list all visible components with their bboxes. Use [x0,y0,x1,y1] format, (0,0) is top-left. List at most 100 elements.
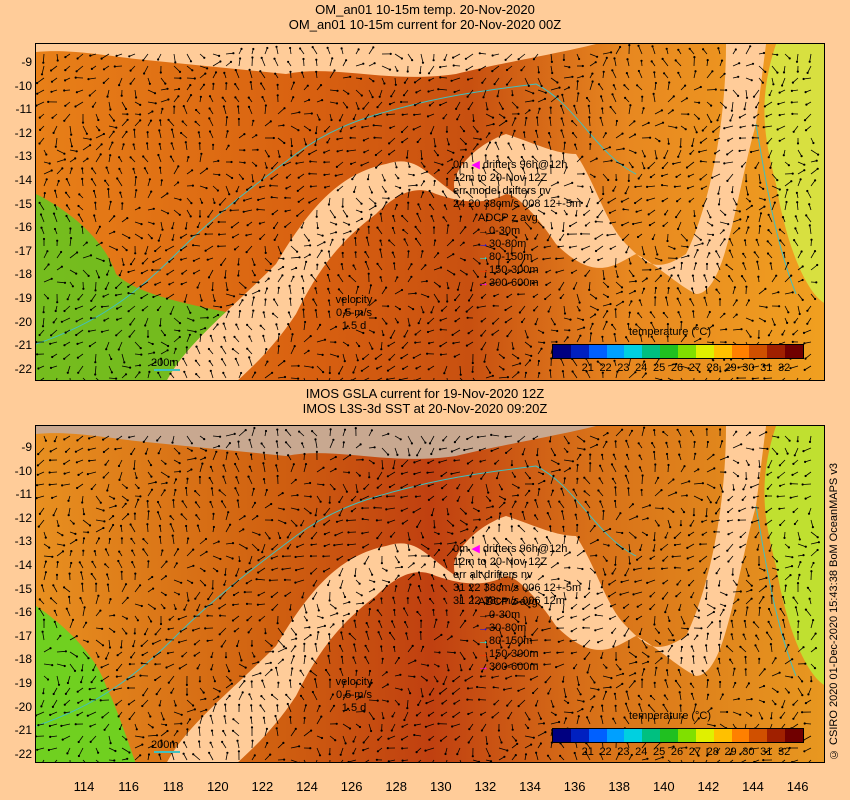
current-arrow-head [226,288,229,291]
current-arrow-head [81,225,84,228]
current-arrow [664,149,669,159]
current-arrow [711,173,721,179]
current-arrow-head [285,187,288,190]
current-arrow [180,245,188,251]
current-arrow [602,269,605,279]
current-arrow-head [507,142,510,145]
current-arrow [56,543,65,546]
current-arrow-head [645,533,649,537]
current-arrow-head [50,80,54,83]
current-arrow [641,427,645,437]
current-arrow-head [672,510,675,513]
current-arrow-head [738,509,741,512]
current-arrow-head [467,299,471,302]
current-arrow-head [628,550,632,553]
current-arrow [362,531,370,534]
current-arrow-head [357,228,360,231]
bottom-map-panel[interactable]: 200m 0m ◀ drifters 96h@12h 12m to 20-Nov… [35,425,825,763]
current-arrow-head [666,335,669,338]
current-arrow-head [198,475,201,479]
current-arrow-head [297,364,300,367]
current-arrow-head [567,86,571,89]
current-arrow [653,451,656,461]
current-arrow-head [656,253,659,256]
current-arrow-head [452,253,455,256]
current-arrow [43,555,53,558]
current-arrow-head [403,238,406,241]
current-arrow-head [180,258,183,261]
current-arrow-head [454,320,457,323]
current-arrow [457,281,461,290]
current-arrow-head [713,530,716,533]
current-arrow-head [114,294,118,297]
current-arrow-head [588,288,591,291]
current-arrow [628,488,630,497]
current-arrow [544,293,552,300]
current-arrow-head [176,548,180,551]
current-arrow [464,447,474,451]
current-arrow [537,209,545,214]
current-arrow-head [665,441,668,444]
top-map-panel[interactable]: 200m 0m ◀ drifters 96h@12h 12m to 20-Nov… [35,43,825,381]
velocity-legend: velocity —→ 0.5 m/s 1.5 d [329,294,379,333]
current-arrow-head [396,69,399,72]
current-arrow-head [421,250,424,253]
current-arrow [511,560,513,569]
current-arrow-head [667,463,670,467]
current-arrow-head [803,169,806,172]
current-arrow-head [154,481,157,484]
current-arrow [589,435,599,440]
current-arrow [182,358,188,367]
current-arrow-head [581,567,584,571]
current-arrow-head [625,72,629,75]
current-arrow [146,143,149,151]
current-arrow [88,329,97,332]
current-arrow-head [150,475,153,478]
current-arrow [212,61,221,67]
current-arrow-head [311,430,314,433]
current-arrow-head [433,179,436,183]
australia-landmass [167,426,766,762]
current-arrow-head [126,118,129,121]
current-arrow [361,365,370,372]
current-arrow-head [677,48,680,51]
current-arrow [732,62,740,67]
current-arrow-head [130,537,133,540]
current-arrow [295,555,305,558]
current-arrow-head [163,334,166,337]
current-arrow-head [521,167,525,170]
current-arrow [803,447,812,452]
current-arrow [576,293,580,303]
current-arrow-head [262,451,265,454]
current-arrow-head [776,194,779,197]
current-arrow [381,202,387,211]
current-arrow-head [181,500,184,503]
current-arrow-head [726,549,729,552]
current-arrow [315,137,318,146]
current-arrow-head [261,96,264,99]
current-arrow-head [557,195,560,198]
current-arrow-head [350,162,353,165]
current-arrow [419,65,422,73]
current-arrow [810,264,818,271]
current-arrow [420,305,424,313]
current-arrow-head [273,57,276,60]
colorbar-segment [749,345,768,358]
current-arrow [563,182,573,187]
current-arrow-head [169,312,172,315]
current-arrow-head [550,60,554,63]
current-arrow [615,512,621,521]
current-arrow [550,578,559,581]
current-arrow-head [750,486,753,489]
current-arrow [693,249,698,259]
current-arrow-head [287,323,290,326]
current-arrow [440,101,448,106]
current-arrow [810,168,818,175]
current-arrow-head [105,166,108,169]
current-arrow-head [724,106,727,109]
current-arrow-head [298,535,301,538]
current-arrow [263,463,266,473]
current-arrow [717,263,721,271]
current-arrow-head [347,559,350,562]
current-arrow-head [275,45,278,48]
